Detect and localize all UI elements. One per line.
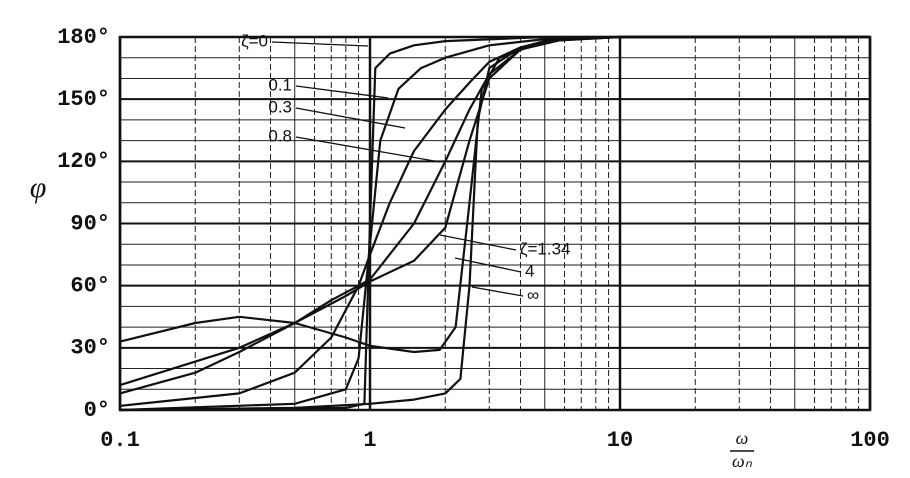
label-arrow [454,257,522,273]
label-arrow [271,41,369,47]
y-tick-label: 0° [84,398,110,423]
y-tick-label: 180° [57,25,110,50]
label-arrow [439,234,517,251]
curve-label: ∞ [527,285,539,304]
label-arrow [295,107,406,129]
curve-label: 0.1 [268,75,292,94]
x-tick-label: 100 [850,428,890,453]
y-tick-label: 90° [70,211,110,236]
y-axis-label: φ [30,171,47,204]
series-line [119,35,870,412]
y-tick-label: 150° [57,87,110,112]
x-axis-label-numerator: ω [736,428,749,448]
y-tick-label: 120° [57,149,110,174]
curve-label: 4 [525,261,534,280]
y-tick-label: 60° [70,273,110,298]
x-tick-label: 10 [607,428,633,453]
y-tick-label: 30° [70,336,110,361]
curve-label: 0.3 [268,97,292,116]
curve-label: ζ=1.34 [520,239,571,258]
x-tick-label: 0.1 [100,428,140,453]
x-tick-label: 1 [363,428,376,453]
label-arrow [295,136,441,163]
series-line [119,35,870,412]
label-arrow [471,286,524,297]
curve-label: ζ=0 [241,31,268,50]
series-line [119,35,870,412]
curve-label: 0.8 [268,126,292,145]
label-arrow [295,85,389,99]
x-axis-label-denominator: ωₙ [732,451,753,471]
plot-frame [118,35,872,412]
